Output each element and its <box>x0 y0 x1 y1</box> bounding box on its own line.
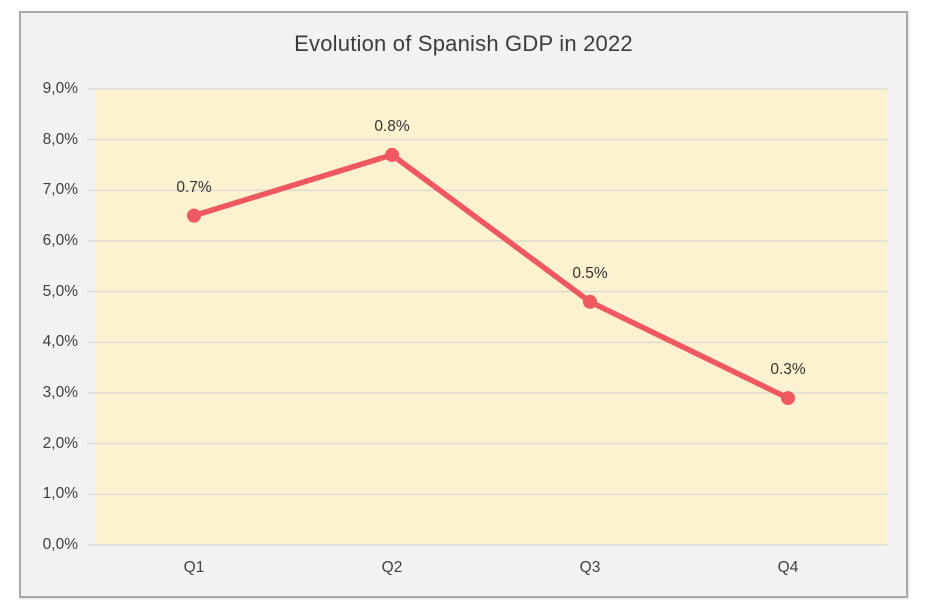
y-axis-tick-label: 9,0% <box>42 80 78 97</box>
chart-frame: Evolution of Spanish GDP in 2022 0,0% 1,0… <box>19 11 908 598</box>
data-point-label: 0.3% <box>770 361 806 379</box>
data-point-label: 0.7% <box>176 178 212 196</box>
data-point-label: 0.8% <box>374 117 410 135</box>
data-point-marker <box>385 147 399 162</box>
data-point-label: 0.5% <box>572 264 608 282</box>
y-axis-tick-label: 4,0% <box>42 333 78 351</box>
y-axis-tick-label: 5,0% <box>42 282 78 300</box>
data-point-marker <box>583 294 597 309</box>
data-series-line <box>191 152 791 401</box>
y-axis-tick-label: 3,0% <box>42 384 78 401</box>
data-point-marker <box>781 391 795 406</box>
x-axis-category-label: Q2 <box>381 559 403 576</box>
plot-area-background <box>95 89 887 545</box>
chart-title: Evolution of Spanish GDP in 2022 <box>294 31 633 56</box>
y-axis-tick-label: 7,0% <box>42 181 78 199</box>
x-axis-category-label: Q3 <box>579 559 601 576</box>
x-axis-category-label: Q1 <box>183 559 205 576</box>
y-axis-tick-label: 0,0% <box>42 536 78 553</box>
data-point-marker <box>187 208 201 223</box>
y-axis-tick-label: 6,0% <box>42 232 78 249</box>
line-chart-plot <box>87 88 887 546</box>
y-axis-tick-label: 2,0% <box>42 434 78 452</box>
x-axis-category-label: Q4 <box>777 559 799 576</box>
y-axis-tick-label: 1,0% <box>42 485 78 503</box>
y-axis-tick-label: 8,0% <box>42 130 78 148</box>
